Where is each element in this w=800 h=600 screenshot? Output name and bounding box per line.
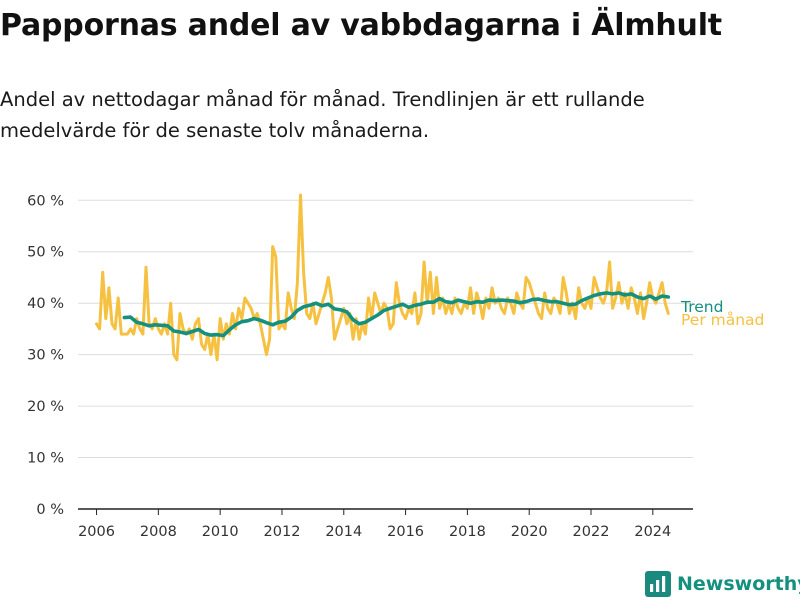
series-line-monthly [95, 193, 670, 362]
y-tick-label: 50 % [27, 245, 64, 261]
y-tick-label: 60 % [27, 193, 64, 209]
x-tick-label: 2014 [325, 524, 362, 540]
x-tick-label: 2008 [140, 524, 177, 540]
x-tick-label: 2024 [634, 524, 671, 540]
y-tick-label: 20 % [27, 399, 64, 415]
x-tick-label: 2016 [387, 524, 424, 540]
y-tick-label: 40 % [27, 296, 64, 312]
x-tick-label: 2022 [573, 524, 610, 540]
page-title: Pappornas andel av vabbdagarna i Älmhult [0, 8, 722, 43]
y-tick-label: 0 % [36, 502, 64, 518]
x-tick-label: 2012 [264, 524, 301, 540]
series-label-trend: Trend [680, 298, 723, 316]
x-axis: 2006 2008 2010 2012 2014 2016 2018 2020 2022 2024 [78, 508, 693, 540]
series-label-monthly: Per månad [681, 311, 764, 329]
x-tick-label: 2018 [449, 524, 486, 540]
brand-logo: Newsworthy [645, 569, 800, 599]
x-tick-label: 2010 [202, 524, 239, 540]
series-lines [95, 193, 671, 362]
y-axis-ticks: 0 % 10 % 20 % 30 % 40 % 50 % 60 % [27, 193, 64, 518]
page-subtitle: Andel av nettodagar månad för månad. Tre… [0, 88, 645, 142]
x-tick-label: 2006 [78, 524, 115, 540]
x-tick-label: 2020 [511, 524, 548, 540]
y-tick-label: 30 % [27, 348, 64, 364]
brand-name: Newsworthy [677, 573, 800, 595]
y-tick-label: 10 % [27, 451, 64, 467]
series-line-trend [122, 291, 671, 338]
newsworthy-logo-icon [645, 571, 671, 597]
